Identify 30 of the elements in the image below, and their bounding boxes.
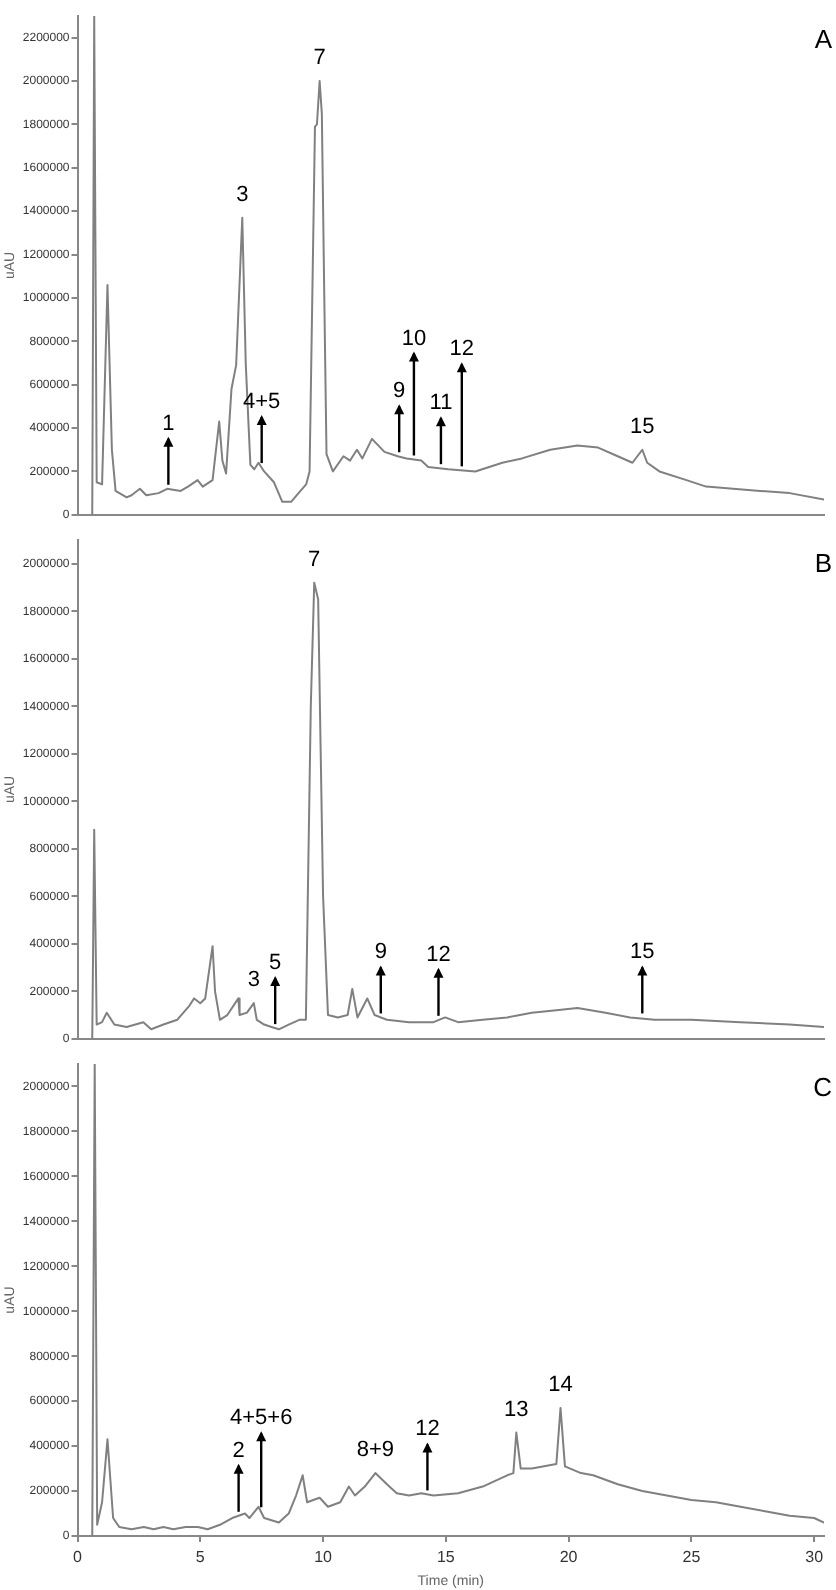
annotation: 5 bbox=[269, 951, 282, 976]
annotation: 3 bbox=[236, 182, 249, 207]
annotation: 4+5+6 bbox=[229, 1406, 293, 1431]
x-tick-label: 10 bbox=[314, 1548, 334, 1567]
x-tick-label: 25 bbox=[682, 1548, 702, 1567]
annotation: 9 bbox=[393, 379, 406, 404]
annotation: 7 bbox=[313, 46, 326, 71]
annotation: 3 bbox=[247, 968, 260, 993]
x-tick-label: 20 bbox=[559, 1548, 579, 1567]
x-tick-label: 30 bbox=[805, 1548, 825, 1567]
annotation: 15 bbox=[630, 940, 655, 965]
annotation: 8+9 bbox=[356, 1438, 395, 1463]
annotation: 12 bbox=[415, 1417, 440, 1442]
x-tick-label: 15 bbox=[436, 1548, 456, 1567]
annotation: 10 bbox=[401, 326, 427, 351]
annotation: 12 bbox=[426, 942, 451, 967]
annotation: 1 bbox=[162, 411, 175, 436]
annotation: 11 bbox=[429, 391, 453, 416]
annotation: 14 bbox=[548, 1372, 573, 1397]
chart-title: B bbox=[814, 548, 832, 579]
annotation: 13 bbox=[504, 1397, 529, 1422]
annotation: 4+5 bbox=[243, 390, 281, 415]
annotation: 7 bbox=[308, 547, 321, 572]
annotation: 15 bbox=[630, 414, 655, 439]
chart-title: A bbox=[814, 24, 833, 55]
annotation: 12 bbox=[449, 337, 475, 362]
x-tick-label: 5 bbox=[195, 1548, 206, 1567]
chart-title: C bbox=[813, 1072, 832, 1103]
annotation: 9 bbox=[374, 940, 387, 965]
annotation: 2 bbox=[232, 1438, 245, 1463]
